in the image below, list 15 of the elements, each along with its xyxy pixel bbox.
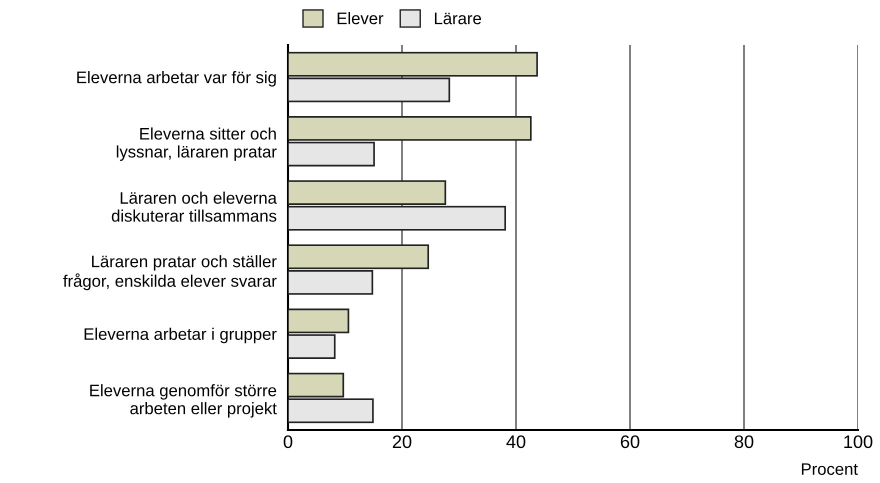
legend-label: Lärare (434, 12, 482, 24)
x-tick-label: 20 (392, 435, 412, 448)
x-tick-label: 0 (284, 435, 292, 448)
x-axis-title: Procent (802, 463, 858, 475)
y-tick-label: Eleverna sitter och lyssnar, läraren pratar (116, 127, 277, 161)
y-tick-label: Eleverna arbetar i grupper (84, 328, 277, 344)
y-tick-label: Eleverna arbetar var för sig (77, 71, 276, 87)
x-tick-label: 60 (620, 435, 640, 448)
y-tick-label: Eleverna genomför större arbeten eller projekt (90, 384, 277, 418)
y-tick-label: Läraren och eleverna diskuterar tillsammans (112, 192, 277, 222)
legend-label: Elever (338, 12, 384, 24)
y-tick-label: Läraren pratar och ställer frågor, enskilda elever svarar (63, 255, 277, 290)
x-tick-label: 80 (734, 435, 754, 448)
x-tick-label: 100 (844, 435, 872, 448)
x-tick-label: 40 (506, 435, 526, 448)
